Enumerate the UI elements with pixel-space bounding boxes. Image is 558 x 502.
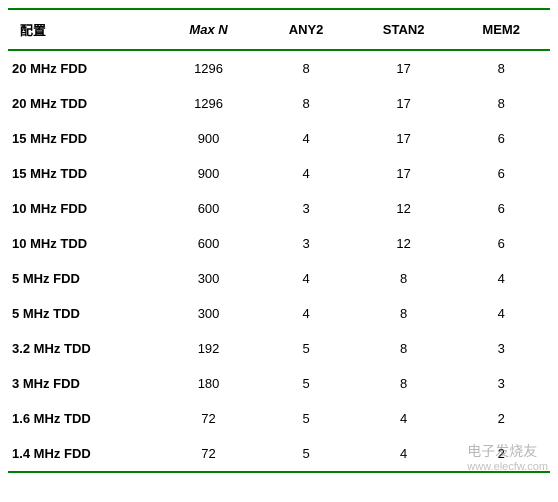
cell-config: 10 MHz FDD [8, 191, 160, 226]
cell-stan2: 17 [355, 156, 453, 191]
cell-mem2: 8 [452, 50, 550, 86]
cell-mem2: 3 [452, 366, 550, 401]
table-row: 10 MHz FDD6003126 [8, 191, 550, 226]
cell-mem2: 6 [452, 191, 550, 226]
cell-stan2: 17 [355, 50, 453, 86]
cell-any2: 8 [257, 86, 355, 121]
cell-any2: 5 [257, 401, 355, 436]
col-header-config: 配置 [8, 9, 160, 50]
table-row: 20 MHz FDD12968178 [8, 50, 550, 86]
cell-any2: 8 [257, 50, 355, 86]
cell-any2: 3 [257, 191, 355, 226]
table-row: 10 MHz TDD6003126 [8, 226, 550, 261]
table-row: 3.2 MHz TDD192583 [8, 331, 550, 366]
cell-maxn: 600 [160, 191, 258, 226]
cell-mem2: 6 [452, 156, 550, 191]
cell-maxn: 300 [160, 296, 258, 331]
cell-config: 20 MHz FDD [8, 50, 160, 86]
cell-stan2: 12 [355, 191, 453, 226]
cell-maxn: 72 [160, 401, 258, 436]
cell-any2: 4 [257, 296, 355, 331]
col-header-maxn: Max N [160, 9, 258, 50]
table-row: 1.6 MHz TDD72542 [8, 401, 550, 436]
table-row: 5 MHz TDD300484 [8, 296, 550, 331]
watermark: 电子发烧友 www.elecfw.com [467, 441, 548, 473]
cell-mem2: 3 [452, 331, 550, 366]
cell-any2: 5 [257, 436, 355, 472]
col-header-mem2: MEM2 [452, 9, 550, 50]
cell-config: 3.2 MHz TDD [8, 331, 160, 366]
cell-any2: 4 [257, 121, 355, 156]
table-row: 20 MHz TDD12968178 [8, 86, 550, 121]
table-row: 15 MHz TDD9004176 [8, 156, 550, 191]
cell-config: 15 MHz FDD [8, 121, 160, 156]
cell-any2: 5 [257, 331, 355, 366]
cell-config: 20 MHz TDD [8, 86, 160, 121]
cell-mem2: 6 [452, 226, 550, 261]
cell-mem2: 2 [452, 401, 550, 436]
cell-stan2: 8 [355, 261, 453, 296]
cell-config: 1.4 MHz FDD [8, 436, 160, 472]
watermark-cn: 电子发烧友 [467, 443, 537, 459]
cell-stan2: 8 [355, 296, 453, 331]
cell-stan2: 4 [355, 436, 453, 472]
cell-any2: 4 [257, 156, 355, 191]
cell-config: 1.6 MHz TDD [8, 401, 160, 436]
config-table: 配置 Max N ANY2 STAN2 MEM2 20 MHz FDD12968… [8, 8, 550, 473]
cell-maxn: 180 [160, 366, 258, 401]
cell-stan2: 17 [355, 121, 453, 156]
cell-maxn: 192 [160, 331, 258, 366]
cell-maxn: 900 [160, 156, 258, 191]
cell-maxn: 72 [160, 436, 258, 472]
cell-config: 3 MHz FDD [8, 366, 160, 401]
cell-config: 10 MHz TDD [8, 226, 160, 261]
watermark-en: www.elecfw.com [467, 461, 548, 473]
cell-stan2: 12 [355, 226, 453, 261]
col-header-any2: ANY2 [257, 9, 355, 50]
cell-mem2: 4 [452, 261, 550, 296]
cell-any2: 5 [257, 366, 355, 401]
cell-config: 5 MHz TDD [8, 296, 160, 331]
cell-maxn: 300 [160, 261, 258, 296]
cell-stan2: 8 [355, 331, 453, 366]
cell-stan2: 17 [355, 86, 453, 121]
cell-maxn: 1296 [160, 86, 258, 121]
cell-mem2: 4 [452, 296, 550, 331]
cell-any2: 4 [257, 261, 355, 296]
table-header-row: 配置 Max N ANY2 STAN2 MEM2 [8, 9, 550, 50]
cell-config: 15 MHz TDD [8, 156, 160, 191]
table-row: 15 MHz FDD9004176 [8, 121, 550, 156]
cell-config: 5 MHz FDD [8, 261, 160, 296]
cell-maxn: 900 [160, 121, 258, 156]
cell-mem2: 8 [452, 86, 550, 121]
table-body: 20 MHz FDD1296817820 MHz TDD1296817815 M… [8, 50, 550, 472]
table-row: 3 MHz FDD180583 [8, 366, 550, 401]
col-header-stan2: STAN2 [355, 9, 453, 50]
table-row: 5 MHz FDD300484 [8, 261, 550, 296]
cell-stan2: 4 [355, 401, 453, 436]
cell-maxn: 600 [160, 226, 258, 261]
cell-mem2: 6 [452, 121, 550, 156]
cell-stan2: 8 [355, 366, 453, 401]
cell-maxn: 1296 [160, 50, 258, 86]
cell-any2: 3 [257, 226, 355, 261]
